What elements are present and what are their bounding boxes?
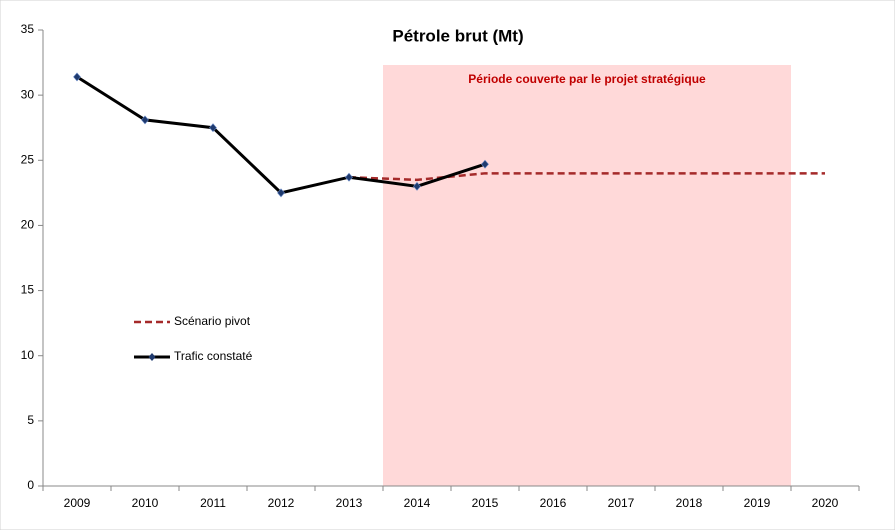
x-tick-label: 2015	[472, 496, 499, 510]
series-line	[348, 172, 825, 182]
y-tick-label: 5	[27, 413, 34, 427]
legend-label: Trafic constaté	[174, 349, 253, 363]
legend-marker	[148, 353, 156, 361]
y-tick-label: 30	[21, 87, 35, 101]
x-tick-label: 2009	[64, 496, 91, 510]
y-tick-label: 35	[21, 22, 35, 36]
x-tick-label: 2019	[744, 496, 771, 510]
y-tick-label: 15	[21, 283, 35, 297]
x-tick-label: 2012	[268, 496, 295, 510]
x-tick-label: 2014	[404, 496, 431, 510]
marker	[141, 115, 149, 125]
marker	[73, 72, 81, 82]
x-tick-label: 2011	[200, 496, 226, 510]
highlight-region	[383, 65, 791, 486]
x-tick-label: 2020	[812, 496, 839, 510]
x-tick-label: 2013	[336, 496, 363, 510]
marker	[413, 181, 421, 191]
x-tick-label: 2017	[608, 496, 635, 510]
y-tick-label: 10	[21, 348, 35, 362]
marker	[209, 123, 217, 133]
x-tick-label: 2010	[132, 496, 159, 510]
x-tick-label: 2016	[540, 496, 567, 510]
x-tick-label: 2018	[676, 496, 703, 510]
legend-label: Scénario pivot	[174, 314, 251, 328]
y-tick-label: 20	[21, 218, 35, 232]
marker	[481, 159, 489, 169]
y-tick-label: 25	[21, 152, 35, 166]
annotation: Période couverte par le projet stratégiq…	[468, 72, 706, 86]
chart-title: Pétrole brut (Mt)	[392, 26, 523, 45]
marker	[277, 188, 285, 198]
marker	[345, 172, 353, 182]
y-tick-label: 0	[27, 478, 34, 492]
